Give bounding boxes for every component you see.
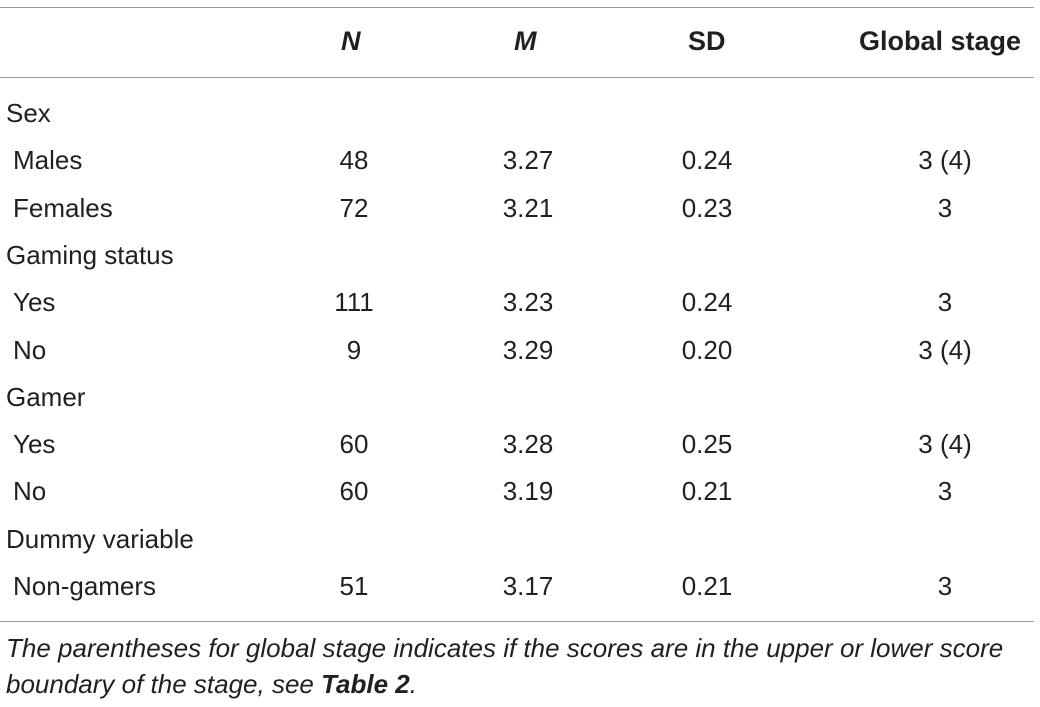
- group-header-row: Gamer: [0, 380, 1040, 427]
- cell-global-stage: 3 (4): [918, 145, 972, 176]
- cell-m: 3.21: [502, 192, 554, 223]
- footnote-end: .: [409, 669, 417, 699]
- group-header-row: Sex: [0, 96, 1040, 143]
- cell-sd: 0.24: [681, 287, 733, 318]
- header-m: M: [514, 26, 537, 56]
- cell-m: 3.29: [502, 334, 554, 365]
- row-label: Non-gamers: [13, 571, 157, 601]
- table-row: No 60 3.19 0.21 3: [0, 474, 1040, 521]
- cell-m: 3.19: [502, 476, 554, 507]
- cell-m: 3.17: [502, 571, 554, 601]
- group-label: Gaming status: [6, 239, 174, 270]
- group-label: Dummy variable: [6, 523, 194, 554]
- cell-global-stage: 3: [937, 571, 953, 601]
- table-2-link[interactable]: Table 2: [321, 669, 410, 699]
- cell-n: 60: [339, 429, 369, 460]
- group-header-row: Dummy variable: [0, 522, 1040, 569]
- row-label: Yes: [13, 287, 56, 318]
- cell-sd: 0.24: [681, 145, 733, 176]
- cell-global-stage: 3: [937, 287, 953, 318]
- cell-n: 51: [339, 571, 369, 601]
- cell-global-stage: 3: [937, 476, 953, 507]
- table-row: Non-gamers 51 3.17 0.21 3: [0, 569, 1040, 616]
- row-label: No: [13, 476, 47, 507]
- header-rule: [0, 77, 1034, 78]
- cell-sd: 0.25: [681, 429, 733, 460]
- group-label: Sex: [6, 98, 51, 128]
- table-row: Females 72 3.21 0.23 3: [0, 191, 1040, 238]
- cell-global-stage: 3: [937, 192, 953, 223]
- cell-sd: 0.23: [681, 192, 733, 223]
- header-sd: SD: [688, 26, 726, 56]
- cell-n: 111: [334, 287, 374, 318]
- cell-sd: 0.21: [681, 571, 733, 601]
- table-row: No 9 3.29 0.20 3 (4): [0, 333, 1040, 380]
- header-global-stage: Global stage: [859, 26, 1022, 56]
- cell-global-stage: 3 (4): [918, 429, 972, 460]
- cell-m: 3.27: [502, 145, 554, 176]
- cell-m: 3.23: [502, 287, 554, 318]
- cell-sd: 0.21: [681, 476, 733, 507]
- row-label: Females: [13, 192, 113, 223]
- cell-n: 48: [339, 145, 369, 176]
- bottom-rule: [0, 621, 1034, 622]
- group-header-row: Gaming status: [0, 238, 1040, 285]
- cell-m: 3.28: [502, 429, 554, 460]
- row-label: Yes: [13, 429, 56, 460]
- cell-global-stage: 3 (4): [918, 334, 972, 365]
- cell-n: 9: [346, 334, 362, 365]
- footnote-text: The parentheses for global stage indicat…: [6, 633, 1004, 699]
- table-row: Yes 111 3.23 0.24 3: [0, 285, 1040, 332]
- cell-n: 60: [339, 476, 369, 507]
- row-label: No: [13, 334, 47, 365]
- table-footnote: The parentheses for global stage indicat…: [6, 630, 1036, 702]
- top-rule: [0, 7, 1034, 8]
- cell-sd: 0.20: [681, 334, 733, 365]
- table-row: Yes 60 3.28 0.25 3 (4): [0, 427, 1040, 474]
- cell-n: 72: [339, 192, 369, 223]
- row-label: Males: [13, 145, 83, 176]
- header-n: N: [341, 26, 361, 56]
- group-label: Gamer: [6, 381, 86, 412]
- table-row: Males 48 3.27 0.24 3 (4): [0, 143, 1040, 190]
